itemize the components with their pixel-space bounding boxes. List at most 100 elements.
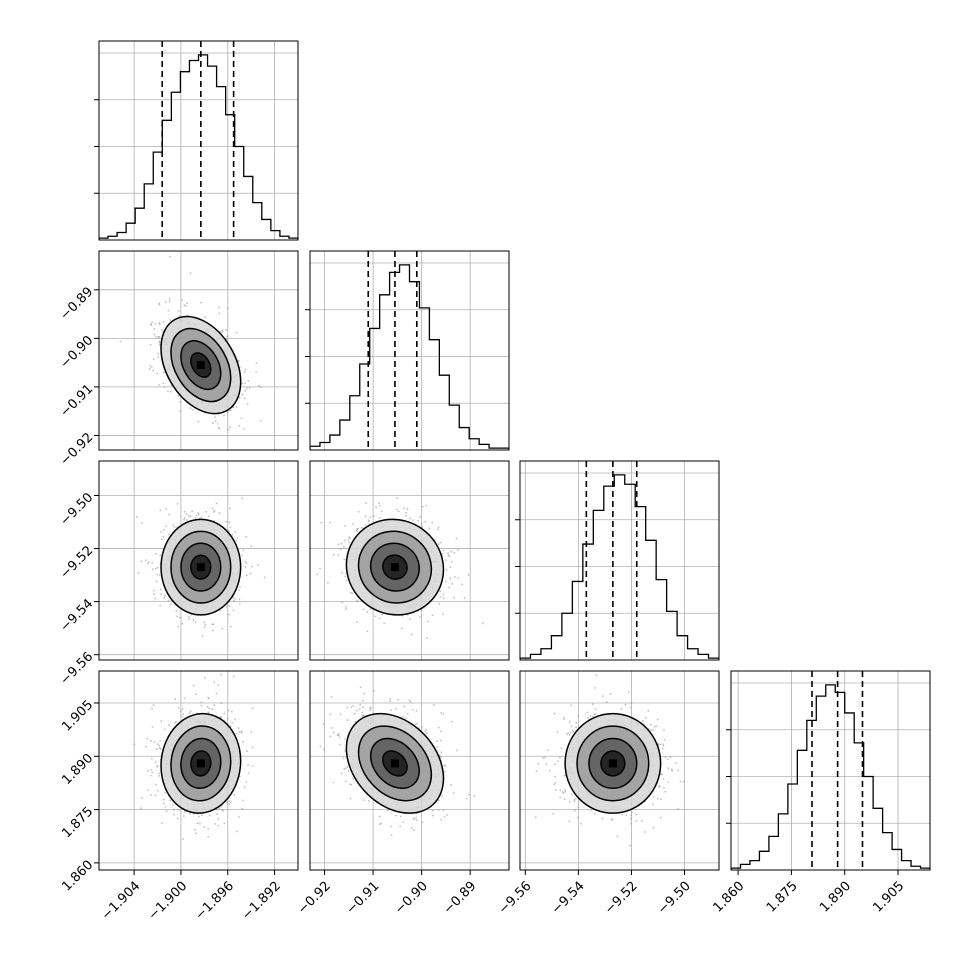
density-peak: [196, 563, 205, 572]
scatter-point: [154, 567, 157, 570]
scatter-point: [344, 767, 347, 770]
scatter-point: [197, 513, 200, 516]
scatter-point: [420, 726, 423, 728]
scatter-point: [157, 743, 159, 746]
scatter-point: [320, 521, 323, 524]
scatter-point: [140, 560, 143, 563]
y-tick-label: −9.50: [58, 490, 97, 529]
scatter-point: [409, 700, 412, 703]
scatter-point: [381, 510, 383, 513]
scatter-point: [150, 366, 153, 369]
scatter-point: [568, 721, 571, 723]
scatter-point: [229, 725, 232, 728]
scatter-point: [414, 723, 417, 726]
scatter-point: [203, 826, 206, 828]
scatter-point: [399, 825, 402, 828]
scatter-point: [160, 538, 163, 541]
scatter-point: [231, 721, 234, 724]
scatter-point: [357, 510, 360, 513]
scatter-point: [415, 709, 418, 712]
scatter-point: [247, 764, 249, 766]
scatter-point: [341, 601, 344, 604]
scatter-point: [442, 593, 445, 596]
scatter-point: [153, 589, 156, 592]
scatter-point: [426, 732, 428, 735]
scatter-point: [394, 707, 397, 710]
scatter-point: [169, 319, 172, 321]
scatter-point: [441, 552, 444, 555]
scatter-point: [187, 515, 190, 518]
scatter-point: [570, 793, 573, 796]
scatter-point: [404, 717, 407, 720]
scatter-point: [251, 746, 254, 749]
x-tick-label: −9.56: [496, 879, 535, 918]
scatter-point: [361, 699, 364, 702]
scatter-point: [211, 629, 214, 632]
scatter-point: [173, 808, 175, 811]
scatter-point: [235, 539, 238, 542]
scatter-point: [412, 519, 415, 522]
scatter-point: [234, 718, 237, 721]
scatter-point: [245, 535, 248, 538]
density-peak: [196, 759, 205, 768]
scatter-point: [667, 767, 670, 770]
panel-2-1: [309, 460, 510, 661]
scatter-point: [657, 797, 659, 800]
scatter-point: [662, 743, 664, 746]
scatter-point: [361, 711, 364, 714]
scatter-point: [149, 774, 152, 777]
scatter-point: [154, 783, 157, 786]
x-tick-label: −9.52: [602, 879, 641, 918]
scatter-point: [406, 508, 409, 511]
scatter-point: [345, 608, 347, 610]
scatter-point: [448, 586, 451, 589]
scatter-point: [640, 820, 643, 822]
panel-1-1: [305, 250, 510, 451]
scatter-point: [328, 521, 331, 524]
scatter-point: [593, 813, 596, 815]
scatter-point: [176, 817, 179, 820]
scatter-point: [410, 827, 413, 829]
grid: [520, 461, 719, 660]
scatter-point: [416, 818, 418, 821]
scatter-point: [181, 708, 184, 711]
scatter-point: [204, 677, 206, 679]
scatter-point: [155, 580, 158, 583]
scatter-point: [200, 701, 203, 704]
scatter-point: [207, 711, 210, 714]
scatter-point: [240, 417, 243, 420]
scatter-point: [169, 390, 172, 393]
scatter-point: [444, 765, 447, 767]
scatter-point: [380, 822, 382, 825]
scatter-point: [150, 739, 152, 742]
scatter-point: [432, 704, 435, 706]
scatter-point: [663, 787, 665, 790]
scatter-point: [572, 731, 575, 733]
scatter-point: [246, 402, 249, 405]
grid: [731, 671, 930, 870]
x-tick-label: −1.904: [99, 879, 144, 924]
scatter-point: [635, 819, 638, 822]
scatter-point: [629, 844, 631, 847]
scatter-point: [650, 729, 652, 732]
scatter-point: [437, 809, 440, 811]
scatter-point: [160, 593, 163, 595]
scatter-point: [152, 704, 155, 706]
scatter-point: [664, 790, 667, 793]
scatter-point: [226, 801, 228, 804]
scatter-point: [436, 745, 439, 748]
scatter-point: [553, 783, 555, 786]
histogram-step: [310, 264, 509, 450]
scatter-point: [575, 721, 578, 724]
x-tick-label: −9.54: [549, 879, 588, 918]
scatter-point: [534, 816, 537, 819]
scatter-point: [344, 738, 347, 741]
scatter-point: [159, 747, 162, 750]
scatter-point: [158, 340, 161, 343]
scatter-point: [568, 734, 571, 736]
scatter-point: [243, 397, 246, 400]
scatter-point: [346, 719, 349, 721]
scatter-point: [158, 322, 161, 324]
scatter-point: [362, 706, 365, 709]
